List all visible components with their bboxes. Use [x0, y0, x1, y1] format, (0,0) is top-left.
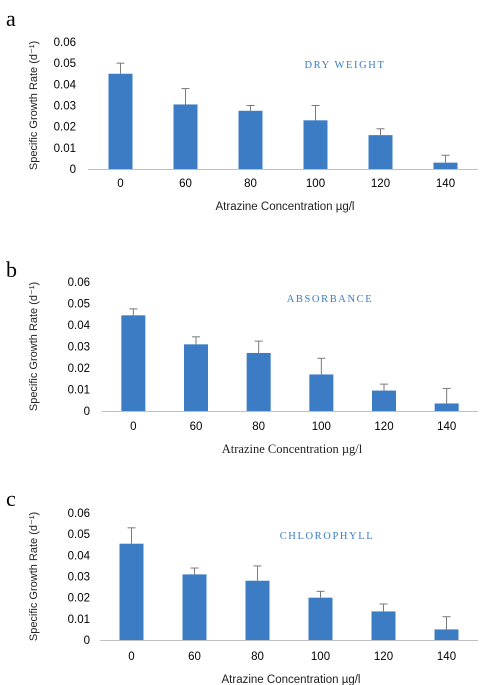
x-tick-label: 140	[437, 421, 456, 433]
y-tick-label: 0	[84, 406, 90, 418]
y-axis-label: Specific Growth Rate (d⁻¹)	[28, 41, 40, 170]
bar-c-60	[182, 574, 207, 640]
x-tick-label: 100	[312, 421, 331, 433]
bar-a-120	[368, 135, 393, 169]
y-tick-label: 0.03	[68, 342, 90, 354]
bar-b-60	[184, 344, 208, 411]
series-title: CHLOROPHYLL	[280, 531, 375, 542]
chart-panel-b: b 0 0.01 0.02 0.03 0.04 0.05 0.06 Specific Growt…	[6, 257, 478, 456]
y-tick-label: 0.05	[68, 299, 90, 311]
bar-b-80	[246, 352, 271, 411]
y-tick-label: 0.04	[54, 79, 77, 91]
x-tick-label: 80	[251, 651, 264, 663]
x-tick-label: 120	[374, 651, 393, 663]
y-tick-label: 0.02	[54, 122, 76, 134]
bar-b-0	[121, 315, 146, 411]
bar-a-60	[173, 104, 198, 169]
y-tick-label: 0.04	[68, 320, 91, 332]
x-tick-label: 0	[130, 421, 136, 433]
y-tick-label: 0.03	[54, 101, 76, 113]
x-tick-label: 140	[437, 651, 456, 663]
y-tick-label: 0.01	[54, 143, 76, 155]
x-tick-label: 120	[371, 178, 390, 190]
bar-c-100	[308, 597, 333, 640]
y-tick-label: 0	[84, 635, 90, 647]
bar-c-80	[245, 580, 270, 640]
x-tick-label: 0	[128, 651, 134, 663]
x-tick-label: 80	[252, 421, 265, 433]
y-tick-label: 0.03	[68, 572, 90, 584]
y-tick-label: 0.01	[68, 385, 90, 397]
y-tick-label: 0.06	[68, 508, 90, 520]
y-tick-label: 0.06	[68, 277, 90, 289]
chart-panel-a: a 0 0.01 0.02 0.03 0.04 0.05 0.06 Specific Growt…	[6, 6, 478, 213]
bar-a-100	[303, 120, 328, 169]
y-tick-label: 0.02	[68, 593, 90, 605]
x-tick-label: 140	[436, 178, 455, 190]
x-tick-label: 60	[190, 421, 203, 433]
x-axis-label: Atrazine Concentration µg/l	[222, 442, 363, 456]
bar-a-0	[108, 73, 133, 169]
x-axis-label: Atrazine Concentration µg/l	[222, 674, 361, 685]
y-tick-label: 0.01	[68, 614, 90, 626]
y-tick-label: 0.05	[54, 58, 76, 70]
series-title: ABSORBANCE	[287, 294, 374, 305]
bar-c-140	[434, 629, 459, 640]
x-tick-label: 60	[179, 178, 192, 190]
y-tick-label: 0	[70, 164, 76, 176]
panel-letter: c	[6, 486, 16, 511]
y-tick-label: 0.04	[68, 550, 91, 562]
x-tick-label: 100	[306, 178, 325, 190]
y-axis-label: Specific Growth Rate (d⁻¹)	[28, 282, 40, 411]
y-tick-label: 0.05	[68, 529, 90, 541]
y-tick-label: 0.02	[68, 363, 90, 375]
bar-a-140	[433, 162, 458, 169]
x-tick-label: 60	[188, 651, 201, 663]
chart-panel-c: c 0 0.01 0.02 0.03 0.04 0.05 0.06 Specific Growt…	[6, 486, 478, 685]
panel-letter: b	[6, 257, 17, 282]
x-axis-label: Atrazine Concentration µg/l	[216, 201, 355, 213]
bar-b-100	[309, 374, 334, 411]
bar-a-80	[238, 110, 263, 169]
bar-c-120	[371, 611, 396, 640]
y-tick-label: 0.06	[54, 37, 76, 49]
x-tick-label: 100	[311, 651, 330, 663]
bar-b-140	[434, 403, 459, 411]
series-title: DRY WEIGHT	[304, 60, 385, 71]
x-tick-label: 80	[244, 178, 257, 190]
bar-b-120	[372, 390, 396, 411]
x-tick-label: 120	[374, 421, 393, 433]
x-tick-label: 0	[117, 178, 123, 190]
bar-c-0	[119, 543, 144, 640]
y-axis-label: Specific Growth Rate (d⁻¹)	[28, 512, 40, 641]
panel-letter: a	[6, 6, 16, 31]
